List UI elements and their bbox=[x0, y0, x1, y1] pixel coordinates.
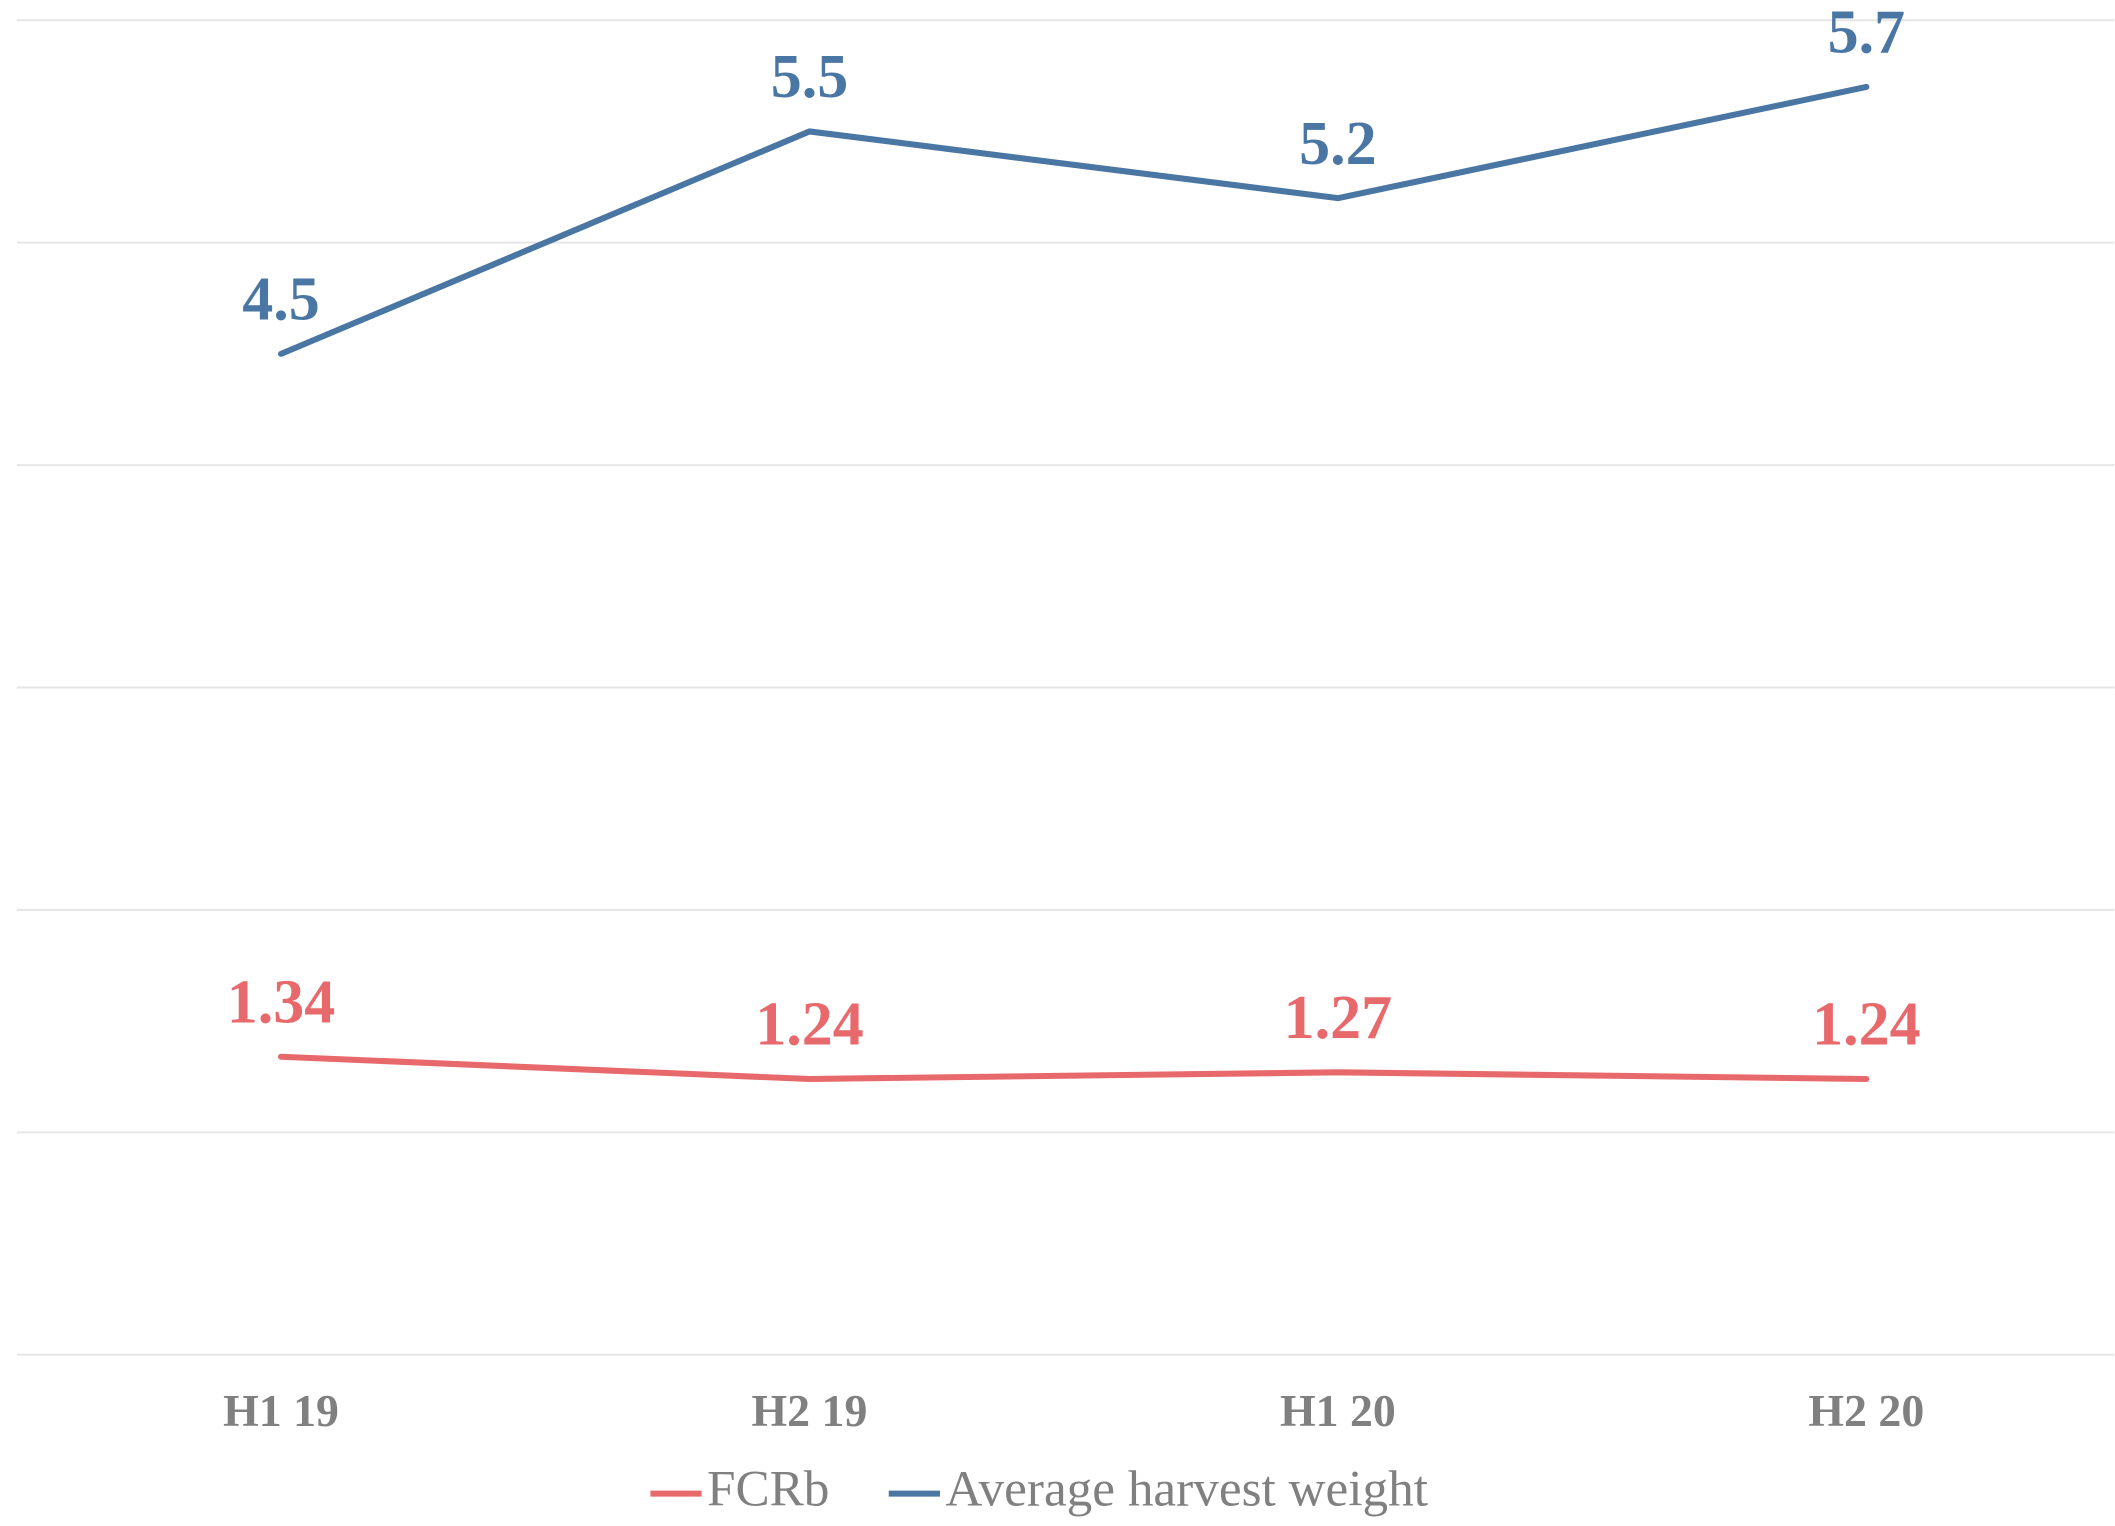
data-label: 5.2 bbox=[1299, 110, 1377, 178]
x-tick-label: H1 19 bbox=[223, 1385, 339, 1436]
data-label: 4.5 bbox=[242, 266, 320, 334]
x-tick-label: H1 20 bbox=[1280, 1385, 1396, 1436]
data-label: 1.24 bbox=[755, 991, 864, 1059]
x-tick-label: H2 20 bbox=[1808, 1385, 1924, 1436]
data-label: 1.24 bbox=[1812, 991, 1921, 1059]
data-label: 5.5 bbox=[771, 43, 849, 111]
data-label: 5.7 bbox=[1828, 0, 1906, 67]
legend-label: Average harvest weight bbox=[945, 1460, 1428, 1517]
series-line bbox=[277, 83, 1870, 357]
data-label: 1.27 bbox=[1284, 984, 1393, 1052]
x-tick-label: H2 19 bbox=[752, 1385, 868, 1436]
series-line bbox=[277, 1053, 1870, 1083]
legend-label: FCRb bbox=[707, 1460, 829, 1517]
data-label: 1.34 bbox=[227, 968, 336, 1036]
